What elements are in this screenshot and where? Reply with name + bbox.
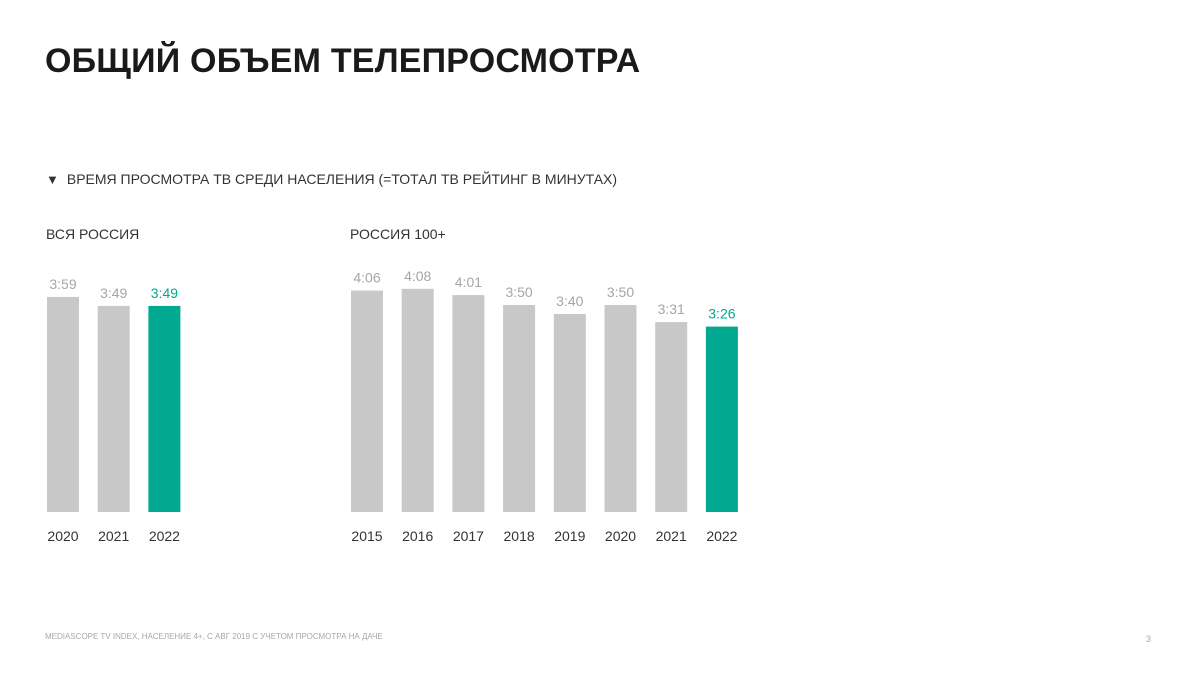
data-label-russia-100-2021: 3:31 xyxy=(658,301,685,317)
data-label-all-russia-2021: 3:49 xyxy=(100,285,127,301)
data-label-all-russia-2020: 3:59 xyxy=(49,276,76,292)
tick-label-all-russia-2022: 2022 xyxy=(149,528,180,544)
data-label-russia-100-2017: 4:01 xyxy=(455,274,482,290)
bar-russia-100-2019 xyxy=(553,314,586,512)
chart-subtitle: ▼ ВРЕМЯ ПРОСМОТРА ТВ СРЕДИ НАСЕЛЕНИЯ (=ТО… xyxy=(46,171,617,187)
footer-source-note: MEDIASCOPE TV INDEX, НАСЕЛЕНИЕ 4+, С АВГ… xyxy=(45,632,383,641)
tick-label-russia-100-2017: 2017 xyxy=(453,528,484,544)
data-label-russia-100-2015: 4:06 xyxy=(353,270,380,286)
tick-label-russia-100-2018: 2018 xyxy=(504,528,535,544)
bar-russia-100-2022 xyxy=(705,326,738,512)
chart-title-russia-100: РОССИЯ 100+ xyxy=(350,226,446,242)
tick-label-russia-100-2020: 2020 xyxy=(605,528,636,544)
bar-russia-100-2017 xyxy=(452,295,485,512)
data-label-russia-100-2019: 3:40 xyxy=(556,293,583,309)
chart-title-all-russia: ВСЯ РОССИЯ xyxy=(46,226,140,242)
tick-label-all-russia-2020: 2020 xyxy=(47,528,78,544)
triangle-down-icon: ▼ xyxy=(46,172,59,187)
bar-russia-100-2021 xyxy=(655,322,688,512)
tick-label-russia-100-2016: 2016 xyxy=(402,528,433,544)
bar-russia-100-2015 xyxy=(351,290,383,512)
bar-all-russia-2022 xyxy=(148,305,181,512)
tick-label-all-russia-2021: 2021 xyxy=(98,528,129,544)
bar-russia-100-2018 xyxy=(503,305,536,512)
tick-label-russia-100-2015: 2015 xyxy=(351,528,382,544)
bar-all-russia-2021 xyxy=(97,305,130,512)
data-label-all-russia-2022: 3:49 xyxy=(151,285,178,301)
bar-russia-100-2016 xyxy=(401,288,434,512)
bar-all-russia-2020 xyxy=(47,296,79,512)
tick-label-russia-100-2022: 2022 xyxy=(706,528,737,544)
tick-label-russia-100-2021: 2021 xyxy=(656,528,687,544)
bar-russia-100-2020 xyxy=(604,305,637,512)
page-number: 3 xyxy=(1146,634,1152,644)
data-label-russia-100-2016: 4:08 xyxy=(404,268,431,284)
data-label-russia-100-2022: 3:26 xyxy=(708,306,735,322)
tick-label-russia-100-2019: 2019 xyxy=(554,528,585,544)
data-label-russia-100-2018: 3:50 xyxy=(505,284,532,300)
chart-subtitle-text: ВРЕМЯ ПРОСМОТРА ТВ СРЕДИ НАСЕЛЕНИЯ (=ТОТ… xyxy=(66,171,618,187)
data-label-russia-100-2020: 3:50 xyxy=(607,284,634,300)
page-title: ОБЩИЙ ОБЪЕМ ТЕЛЕПРОСМОТРА xyxy=(45,42,641,80)
